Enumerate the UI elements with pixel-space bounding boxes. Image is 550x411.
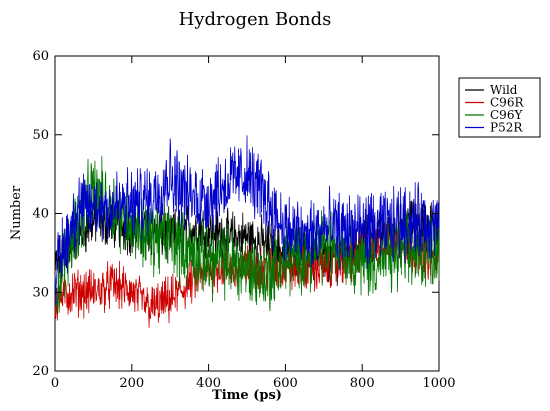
y-tick-label-4: 60 <box>32 49 49 64</box>
legend-label-c96y: C96Y <box>490 108 523 122</box>
legend-label-p52r: P52R <box>490 121 523 135</box>
series-line-p52r <box>54 135 440 306</box>
legend-label-wild: Wild <box>490 83 518 97</box>
x-tick-label-1: 200 <box>119 376 144 391</box>
y-tick-label-2: 40 <box>32 207 49 222</box>
x-tick-label-4: 800 <box>350 376 375 391</box>
legend-box <box>458 77 541 138</box>
y-tick-label-1: 30 <box>32 285 49 300</box>
y-tick-label-0: 20 <box>32 364 49 379</box>
tick-layer: 0 200 400 600 800 1000 20 30 40 50 60 <box>32 49 455 391</box>
x-tick-label-3: 600 <box>273 376 298 391</box>
series-layer <box>54 135 440 328</box>
y-axis-label: Number <box>9 185 24 240</box>
x-tick-label-2: 400 <box>196 376 221 391</box>
x-tick-label-0: 0 <box>51 376 59 391</box>
x-tick-label-5: 1000 <box>422 376 455 391</box>
chart-title: Hydrogen Bonds <box>179 9 332 30</box>
y-tick-label-3: 50 <box>32 128 49 143</box>
legend-label-c96r: C96R <box>490 96 524 110</box>
x-axis-label: Time (ps) <box>212 388 282 403</box>
